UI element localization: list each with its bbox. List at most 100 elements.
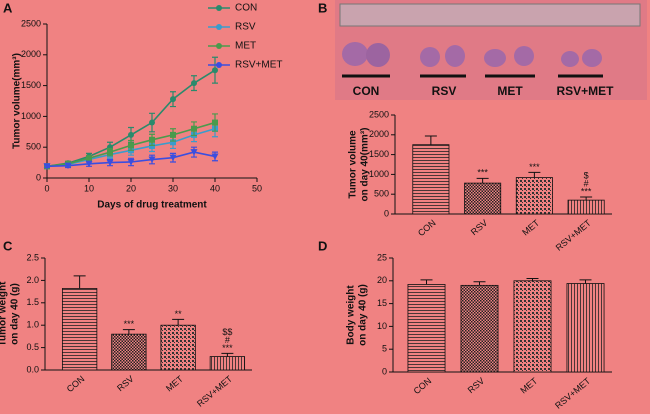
bar: [460, 284, 499, 373]
y-axis-label: on day 40(mm³): [360, 128, 371, 202]
significance-label: ***: [124, 319, 135, 329]
x-axis-label: Days of drug treatment: [97, 200, 207, 211]
significance-label: $: [584, 170, 589, 180]
legend-marker: [216, 24, 222, 30]
photo-label: MET: [497, 84, 523, 98]
error-bar: [580, 196, 593, 201]
x-tick-label: 20: [126, 183, 136, 193]
error-bar: [579, 279, 592, 284]
bar: [515, 177, 553, 215]
y-axis-label: Tumor volume(mm³): [12, 53, 23, 149]
point: [127, 158, 135, 166]
x-tick-label: 10: [84, 183, 94, 193]
y-tick-label: 0.5: [26, 342, 39, 352]
panel-label: D: [318, 238, 327, 253]
legend-marker: [216, 43, 222, 49]
point: [128, 142, 134, 149]
point: [106, 159, 114, 167]
significance-label: ***: [477, 168, 488, 178]
y-tick-label: 1.0: [26, 320, 39, 330]
y-tick-label: 500: [374, 189, 389, 199]
y-axis-label: on day 40 (g): [358, 284, 369, 346]
point: [170, 131, 176, 138]
bar: [567, 199, 605, 215]
point: [107, 149, 113, 156]
significance-label: **: [175, 309, 183, 319]
point: [212, 67, 218, 74]
x-tick-label: RSV: [469, 218, 490, 238]
x-tick-label: RSV: [466, 376, 487, 396]
panel-label: C: [3, 238, 13, 253]
y-tick-label: 2000: [21, 49, 41, 59]
x-tick-label: CON: [412, 376, 434, 397]
panel-label: B: [318, 0, 327, 15]
error-bar: [122, 329, 135, 335]
point: [191, 125, 197, 132]
x-tick-label: RSV+MET: [554, 217, 594, 252]
point: [170, 139, 176, 146]
point: [191, 80, 197, 87]
point: [85, 160, 93, 168]
tumor: [342, 42, 368, 66]
x-tick-label: RSV+MET: [553, 375, 593, 410]
point: [43, 163, 51, 170]
point: [148, 156, 156, 164]
y-tick-label: 0: [384, 208, 389, 218]
legend-label: CON: [235, 3, 257, 14]
y-tick-label: 2500: [369, 109, 389, 119]
significance-label: #: [584, 178, 589, 188]
y-axis-label: on day 40 (g): [10, 283, 21, 345]
x-tick-label: CON: [65, 374, 87, 395]
legend-marker: [216, 62, 222, 68]
x-tick-label: MET: [164, 373, 185, 393]
point: [211, 153, 219, 160]
tumor: [514, 46, 534, 66]
error-bar: [476, 177, 489, 184]
y-axis-label: Tumor weight: [0, 281, 9, 346]
tumor: [445, 45, 465, 67]
x-tick-label: MET: [520, 217, 541, 237]
point: [170, 96, 176, 103]
bar: [412, 144, 450, 215]
significance-label: $$: [222, 327, 232, 337]
photo-label: CON: [353, 84, 380, 98]
tumor-photo: CON RSV MET RSV+MET: [335, 0, 647, 100]
x-tick-label: MET: [518, 375, 539, 395]
error-bar: [420, 279, 433, 285]
tumor: [561, 51, 579, 67]
y-tick-label: 25: [377, 252, 387, 262]
legend-label: RSV: [235, 22, 256, 33]
y-tick-label: 0: [36, 172, 41, 182]
point: [64, 162, 72, 170]
bar: [61, 288, 98, 371]
point: [149, 136, 155, 143]
y-tick-label: 20: [377, 275, 387, 285]
y-tick-label: 500: [26, 142, 41, 152]
point: [190, 149, 198, 156]
y-tick-label: 2.5: [26, 252, 39, 262]
y-tick-label: 2500: [21, 18, 41, 28]
panel-label: A: [3, 0, 13, 15]
tumor: [582, 49, 602, 67]
point: [86, 155, 92, 162]
bar: [464, 182, 502, 215]
legend-label: MET: [235, 41, 256, 52]
significance-label: ***: [581, 186, 592, 196]
x-tick-label: 0: [44, 183, 49, 193]
x-tick-label: RSV: [115, 374, 136, 394]
error-bar: [526, 278, 539, 281]
point: [149, 142, 155, 149]
x-tick-label: 40: [210, 183, 220, 193]
y-tick-label: 1500: [21, 80, 41, 90]
ruler: [339, 3, 641, 27]
photo-label: RSV+MET: [556, 84, 614, 98]
y-tick-label: 1000: [21, 111, 41, 121]
x-tick-label: CON: [416, 218, 438, 239]
bar: [566, 283, 605, 373]
bar: [209, 356, 246, 371]
point: [149, 119, 155, 126]
error-bar: [221, 352, 234, 357]
significance-label: ***: [529, 162, 540, 172]
point: [212, 119, 218, 126]
